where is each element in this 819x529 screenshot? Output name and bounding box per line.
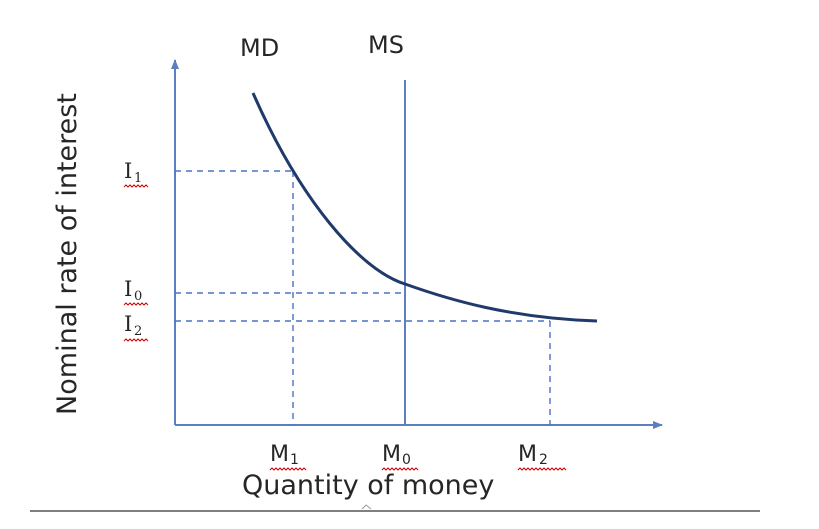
m2-label: M 2 [517, 442, 567, 471]
md-label: MD [240, 34, 279, 62]
svg-text:1: 1 [290, 452, 299, 468]
y-axis-title: Nominal rate of interest [52, 93, 83, 415]
money-demand-curve [251, 92, 598, 323]
i2-label: I 2 [123, 312, 149, 342]
bottom-rule-mark [361, 504, 372, 510]
m0-label: M 0 [381, 442, 419, 471]
i1-label: I 1 [123, 159, 149, 188]
svg-text:I: I [124, 312, 132, 336]
svg-text:0: 0 [134, 289, 142, 304]
i0-label: I 0 [123, 277, 149, 306]
svg-text:2: 2 [134, 324, 142, 339]
svg-text:I: I [124, 159, 132, 183]
svg-text:0: 0 [402, 452, 411, 468]
svg-text:I: I [124, 277, 132, 301]
svg-text:2: 2 [539, 452, 548, 468]
ms-label: MS [368, 31, 404, 59]
svg-text:1: 1 [134, 171, 142, 186]
x-axis-title: Quantity of money [242, 470, 494, 501]
m1-label: M 1 [269, 442, 307, 471]
svg-text:M: M [518, 442, 537, 467]
svg-text:M: M [382, 442, 401, 467]
svg-text:M: M [270, 442, 289, 467]
